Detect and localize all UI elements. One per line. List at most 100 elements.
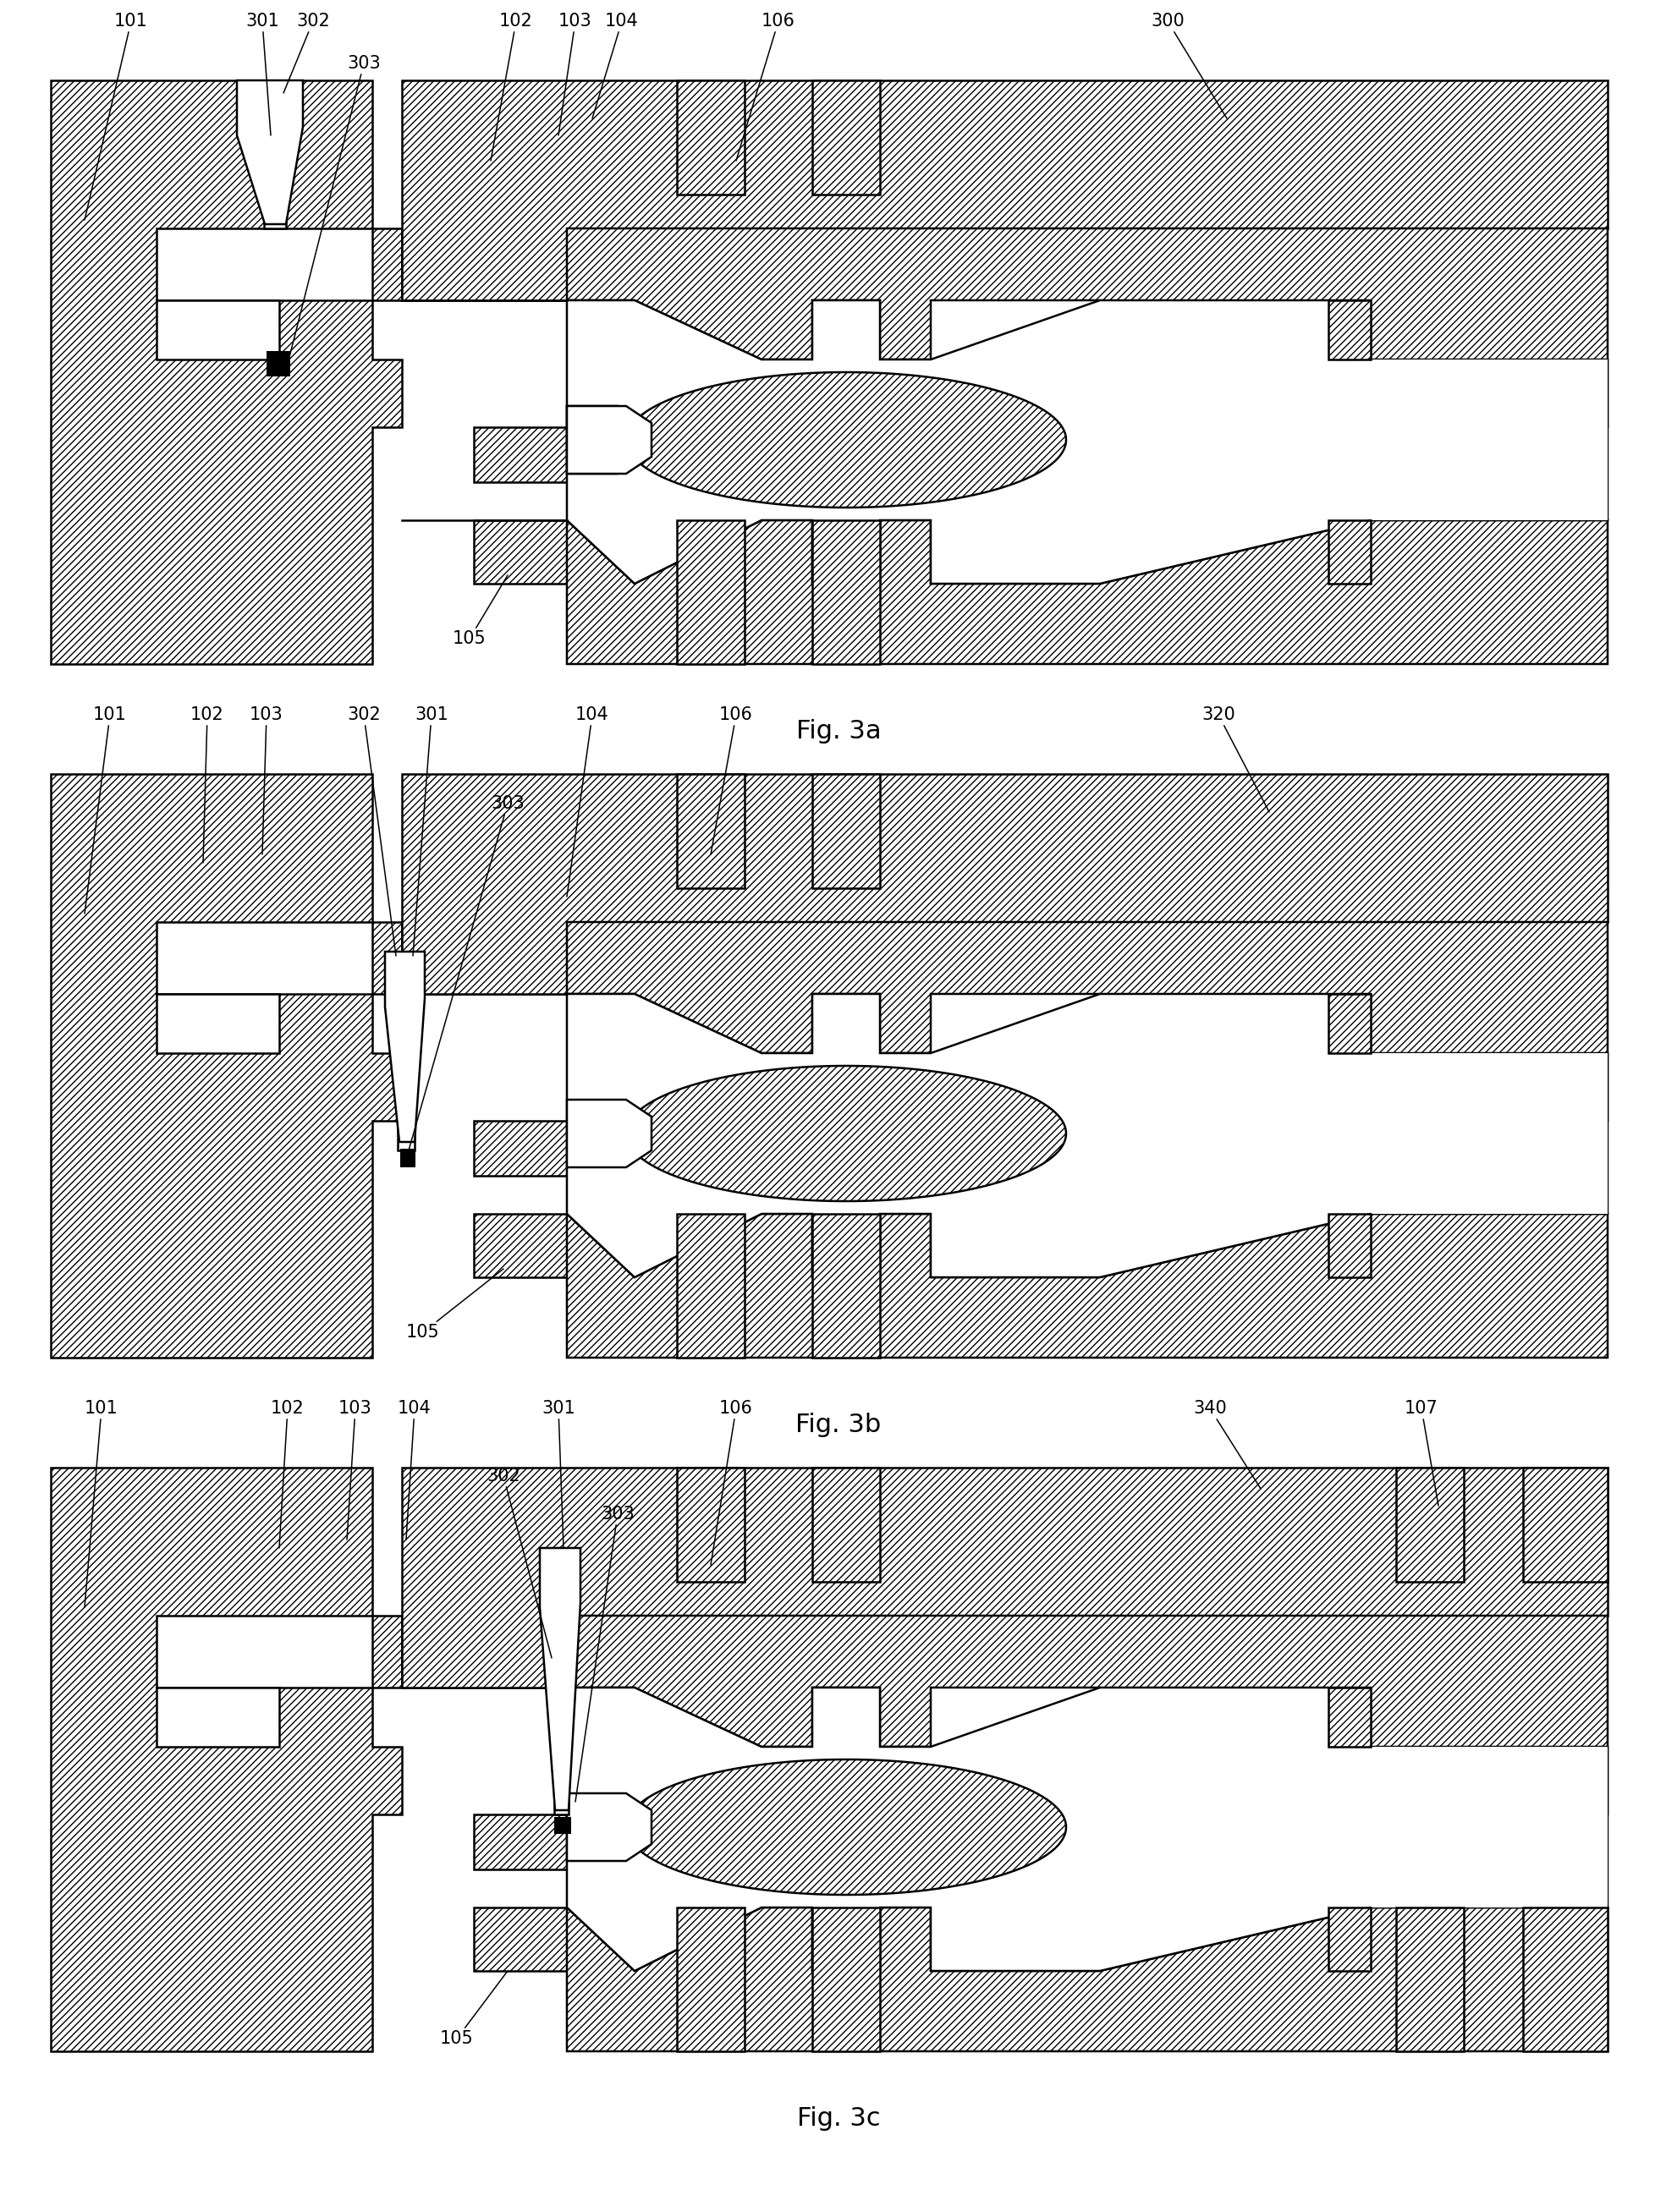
Polygon shape: [156, 228, 372, 301]
Text: 106: 106: [711, 706, 753, 854]
Polygon shape: [156, 993, 278, 1053]
Text: 105: 105: [453, 575, 508, 648]
Polygon shape: [626, 1066, 1067, 1201]
Polygon shape: [402, 1467, 1608, 1688]
Text: 104: 104: [397, 1400, 431, 1540]
Polygon shape: [236, 80, 304, 223]
Text: 301: 301: [542, 1400, 575, 1548]
Text: 102: 102: [191, 706, 225, 863]
Polygon shape: [156, 922, 372, 993]
Polygon shape: [1328, 1907, 1370, 1971]
Text: 302: 302: [283, 13, 330, 93]
Polygon shape: [812, 1214, 880, 1358]
Polygon shape: [386, 951, 424, 1141]
Polygon shape: [567, 301, 1608, 584]
Polygon shape: [567, 1214, 1608, 1358]
Polygon shape: [812, 774, 880, 889]
Text: 103: 103: [558, 13, 592, 135]
Text: Fig. 3a: Fig. 3a: [797, 719, 880, 743]
Polygon shape: [1395, 1467, 1464, 1582]
Polygon shape: [267, 352, 290, 376]
Polygon shape: [678, 520, 745, 664]
Text: 105: 105: [439, 1971, 508, 2046]
Text: 302: 302: [486, 1467, 552, 1659]
Text: 103: 103: [250, 706, 283, 854]
Polygon shape: [567, 1794, 651, 1860]
Polygon shape: [1328, 993, 1370, 1053]
Text: Fig. 3c: Fig. 3c: [797, 2106, 880, 2130]
Polygon shape: [678, 1907, 745, 2051]
Polygon shape: [475, 1121, 567, 1177]
Polygon shape: [567, 407, 642, 473]
Polygon shape: [553, 1548, 569, 1814]
Text: 302: 302: [347, 706, 396, 956]
Polygon shape: [567, 1688, 1608, 1971]
Polygon shape: [475, 427, 567, 482]
Polygon shape: [567, 1907, 1608, 2051]
Text: 105: 105: [406, 1270, 503, 1340]
Polygon shape: [567, 520, 1608, 664]
Polygon shape: [402, 228, 567, 301]
Polygon shape: [401, 1148, 416, 1168]
Text: 300: 300: [1150, 13, 1228, 119]
Polygon shape: [678, 774, 745, 889]
Text: 104: 104: [567, 706, 609, 896]
Text: 301: 301: [413, 706, 448, 956]
Polygon shape: [475, 1814, 567, 1869]
Polygon shape: [156, 1615, 372, 1688]
Polygon shape: [626, 1759, 1067, 1896]
Text: 103: 103: [339, 1400, 372, 1540]
Polygon shape: [567, 1615, 1608, 1814]
Polygon shape: [1328, 520, 1370, 584]
Text: 101: 101: [84, 706, 127, 914]
Polygon shape: [1370, 361, 1608, 520]
Polygon shape: [567, 407, 651, 473]
Polygon shape: [678, 1214, 745, 1358]
Polygon shape: [156, 301, 278, 361]
Polygon shape: [812, 520, 880, 664]
Polygon shape: [540, 1548, 580, 1809]
Polygon shape: [475, 1907, 567, 1971]
Polygon shape: [475, 520, 567, 584]
Polygon shape: [812, 80, 880, 195]
Polygon shape: [1395, 1907, 1464, 2051]
Polygon shape: [50, 774, 402, 1358]
Polygon shape: [1523, 1467, 1608, 1582]
Text: 102: 102: [491, 13, 533, 161]
Polygon shape: [1523, 1907, 1608, 2051]
Polygon shape: [402, 80, 1608, 301]
Polygon shape: [567, 228, 1608, 427]
Polygon shape: [402, 922, 567, 993]
Polygon shape: [402, 774, 1608, 993]
Polygon shape: [50, 80, 402, 664]
Polygon shape: [1328, 1214, 1370, 1276]
Polygon shape: [1328, 301, 1370, 361]
Polygon shape: [50, 1467, 402, 2051]
Polygon shape: [567, 993, 1608, 1276]
Polygon shape: [1370, 1747, 1608, 1907]
Text: Fig. 3b: Fig. 3b: [795, 1413, 882, 1438]
Polygon shape: [678, 1467, 745, 1582]
Polygon shape: [812, 1907, 880, 2051]
Text: 107: 107: [1405, 1400, 1439, 1506]
Text: 303: 303: [288, 55, 381, 363]
Text: 340: 340: [1192, 1400, 1261, 1489]
Polygon shape: [1370, 1053, 1608, 1214]
Polygon shape: [812, 1467, 880, 1582]
Polygon shape: [263, 80, 287, 228]
Polygon shape: [626, 372, 1067, 507]
Text: 104: 104: [592, 13, 639, 119]
Text: 303: 303: [409, 794, 525, 1150]
Text: 303: 303: [575, 1506, 634, 1803]
Text: 102: 102: [272, 1400, 305, 1548]
Polygon shape: [475, 1214, 567, 1276]
Polygon shape: [397, 951, 414, 1150]
Polygon shape: [156, 1688, 278, 1747]
Polygon shape: [402, 1615, 567, 1688]
Text: 320: 320: [1202, 706, 1269, 812]
Text: 106: 106: [736, 13, 795, 161]
Text: 101: 101: [84, 1400, 119, 1608]
Text: 301: 301: [245, 13, 278, 135]
Polygon shape: [567, 1099, 651, 1168]
Polygon shape: [567, 922, 1608, 1121]
